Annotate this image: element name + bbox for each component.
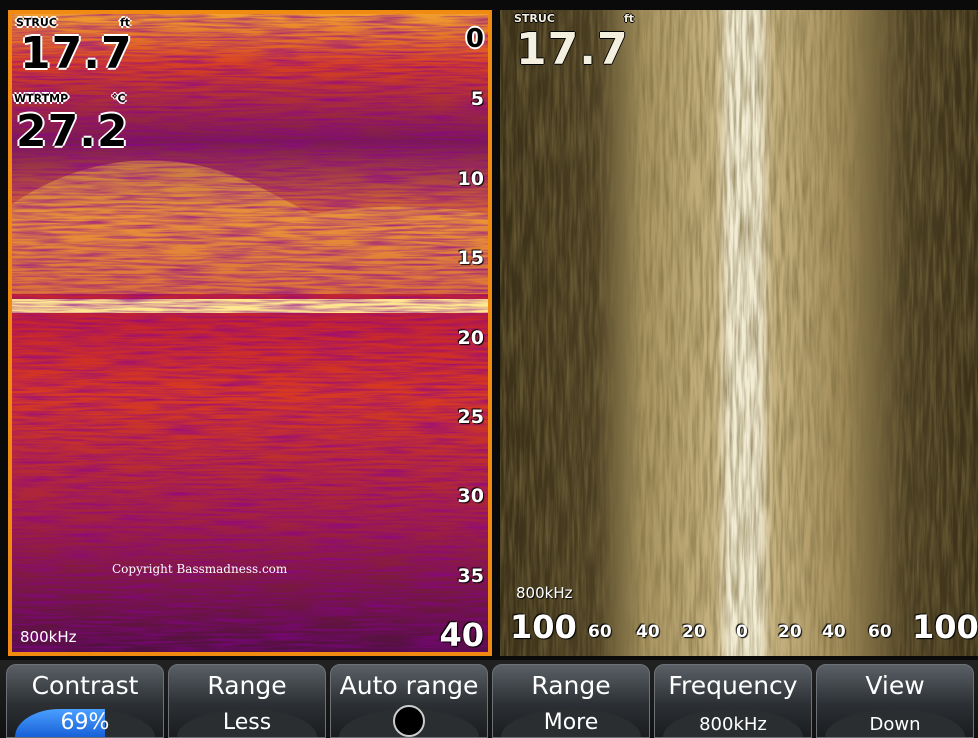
- depth-readout: 17.7: [516, 24, 629, 75]
- menu-button-title: Range: [169, 671, 325, 703]
- frequency-label: 800kHz: [516, 584, 572, 602]
- menu-button-title: Auto range: [331, 671, 487, 703]
- temp-unit: °C: [112, 92, 126, 105]
- menu-button-title: Frequency: [655, 671, 811, 703]
- menu-button[interactable]: Range More: [492, 664, 650, 738]
- depth-readout: 17.7: [20, 28, 133, 79]
- menu-button-title: View: [817, 671, 973, 703]
- menu-button-title: Contrast: [7, 671, 163, 703]
- menu-button-value: Less: [169, 710, 325, 735]
- depth-tick-label: 20: [458, 327, 484, 349]
- sonar-screen: STRUC ft 17.7 WTRTMP °C 27.2 Copyright B…: [0, 0, 978, 738]
- sonar-image: [500, 10, 978, 656]
- menu-button-title: Range: [493, 671, 649, 703]
- menu-button[interactable]: Frequency 800kHz: [654, 664, 812, 738]
- depth-tick-label: 30: [458, 485, 484, 507]
- range-tick-label: 40: [822, 622, 846, 642]
- range-tick-label: 60: [868, 622, 892, 642]
- toggle-indicator: [393, 705, 425, 737]
- depth-tick-label: 15: [458, 247, 484, 269]
- menu-button-value: Down: [817, 714, 973, 735]
- range-tick-label: 20: [682, 622, 706, 642]
- menu-button[interactable]: Auto range: [330, 664, 488, 738]
- menu-button[interactable]: Range Less: [168, 664, 326, 738]
- menu-button[interactable]: View Down: [816, 664, 974, 738]
- depth-tick-label: 0: [466, 24, 484, 54]
- watermark: Copyright Bassmadness.com: [112, 562, 287, 576]
- water-temp-readout: 27.2: [16, 106, 129, 157]
- structure-scan-panel: STRUC ft 17.7 WTRTMP °C 27.2 Copyright B…: [8, 10, 492, 656]
- menu-button[interactable]: Contrast 69%: [6, 664, 164, 738]
- range-tick-label: 40: [636, 622, 660, 642]
- range-tick-label: 60: [588, 622, 612, 642]
- menu-button-value: More: [493, 710, 649, 735]
- frequency-label: 800kHz: [20, 628, 76, 646]
- menu-button-value: 800kHz: [655, 714, 811, 735]
- range-tick-label: 20: [778, 622, 802, 642]
- depth-tick-label: 40: [439, 616, 484, 654]
- depth-tick-label: 5: [471, 88, 484, 110]
- depth-tick-label: 25: [458, 406, 484, 428]
- range-tick-label: 100: [510, 608, 577, 646]
- menu-button-value: 69%: [7, 710, 163, 735]
- depth-tick-label: 10: [458, 168, 484, 190]
- range-tick-label: 0: [736, 622, 748, 642]
- range-tick-label: 100: [912, 608, 978, 646]
- depth-tick-label: 35: [458, 565, 484, 587]
- water-temp-label: WTRTMP: [14, 92, 68, 105]
